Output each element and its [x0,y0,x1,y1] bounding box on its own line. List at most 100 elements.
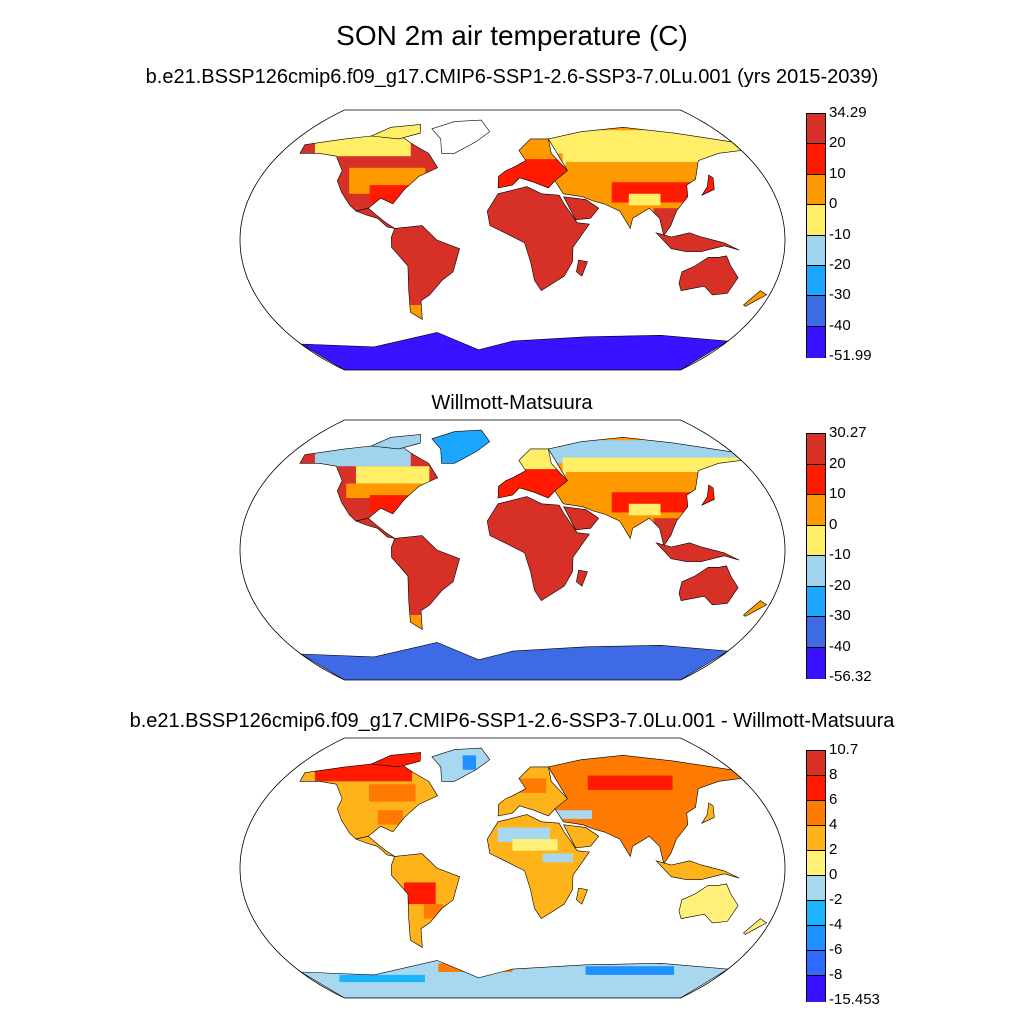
coastline [563,196,600,221]
shaded-cells [314,764,412,782]
land-japan [701,175,715,196]
panel-temperature-difference [0,737,1024,1008]
coastline [391,535,460,630]
colorbar-tick [806,295,826,297]
coastline [678,255,739,296]
colorbar-swatch [807,525,825,557]
coastline [486,496,590,602]
coastline [655,232,740,252]
land-central-america [356,518,395,539]
shaded-cells [314,136,411,157]
colorbar-tick-label: -56.32 [829,668,872,685]
coastline [743,600,768,617]
colorbar-tick-label: 2 [829,841,838,858]
colorbar-swatch [807,851,825,877]
shaded-cells [585,966,675,975]
land-greenland [431,120,490,154]
colorbar-tick-label: -20 [829,255,851,273]
map-boundary [239,109,786,371]
shaded-cells [346,483,427,498]
colorbar-tick-label: 10 [829,485,846,502]
coastline [370,752,421,768]
colorbar-tick [806,875,826,876]
shaded-cells [369,495,410,513]
shaded-cells [403,882,436,905]
coastline [655,542,740,562]
land-new-zealand [743,918,767,935]
colorbar-swatch [807,617,825,648]
shaded-cells [462,755,476,770]
shaded-cells [377,810,403,825]
coastline [743,918,768,935]
colorbar-tick [806,646,826,648]
colorbar-swatch [807,296,825,328]
coastline [743,290,768,307]
shaded-cells [557,758,742,779]
map-observed-temperature [239,419,786,681]
coastline [299,445,439,522]
colorbar-tick [806,950,826,951]
colorbar-tick-label: 20 [829,134,846,152]
land-madagascar [576,260,588,277]
shaded-cells [512,839,558,851]
colorbar-tick [806,850,826,851]
land-antarctica [300,642,728,680]
coastline [701,484,715,506]
coastline [431,119,491,154]
shaded-cells [555,810,592,819]
colorbar-1 [806,113,826,358]
colorbar-swatch [807,235,825,267]
land-africa [487,186,590,291]
coastline [678,883,739,924]
colorbar-swatch [807,926,825,952]
colorbar-2 [806,433,826,679]
colorbar-tick-label: 4 [829,816,838,833]
colorbar-tick [806,825,826,826]
land-central-america [356,208,395,229]
coastline [486,814,590,920]
land-antarctica [300,332,728,370]
colorbar-swatch [807,326,825,358]
shaded-cells [623,803,686,818]
colorbar-swatch [807,144,825,176]
figure-title: SON 2m air temperature (C) [336,20,688,51]
coastline [370,124,421,140]
colorbar-tick-label: -4 [829,916,843,933]
shaded-cells [498,477,556,498]
colorbar-tick [806,463,826,465]
coastline [299,763,439,840]
shaded-cells [498,167,556,188]
land-indonesia [656,232,740,252]
map-temperature-difference [239,737,786,999]
land-japan [701,485,715,506]
shaded-cells [628,193,661,206]
panel-3-subtitle: b.e21.BSSP126cmip6.f09_g17.CMIP6-SSP1-2.… [129,710,895,732]
colorbar-tick [806,900,826,901]
coastline [391,853,460,948]
colorbar-tick-label: -10 [829,546,851,563]
colorbar-tick [806,325,826,327]
colorbar-swatch [807,901,825,927]
land-africa [487,496,590,601]
shaded-cells [628,503,661,516]
colorbar-3 [806,750,826,1002]
coastline [576,887,588,905]
colorbar-swatch [807,876,825,902]
land-north-america [299,764,438,840]
land-greenland [431,748,490,782]
land-greenland [431,430,490,464]
colorbar-tick-label: -2 [829,891,843,908]
land-south-america [391,535,460,630]
colorbar-tick-label: -15.453 [829,991,880,1008]
shaded-cells [518,448,559,470]
colorbar-tick-label: -8 [829,966,843,983]
colorbar-swatch [807,114,825,145]
colorbar-tick-label: -51.99 [829,347,872,364]
shaded-cells [355,466,430,484]
colorbar-tick [806,234,826,236]
shaded-cells [565,162,742,183]
colorbar-tick [806,264,826,266]
shaded-cells [423,904,444,919]
coastline [547,436,743,547]
colorbar-tick-label: -6 [829,941,843,958]
